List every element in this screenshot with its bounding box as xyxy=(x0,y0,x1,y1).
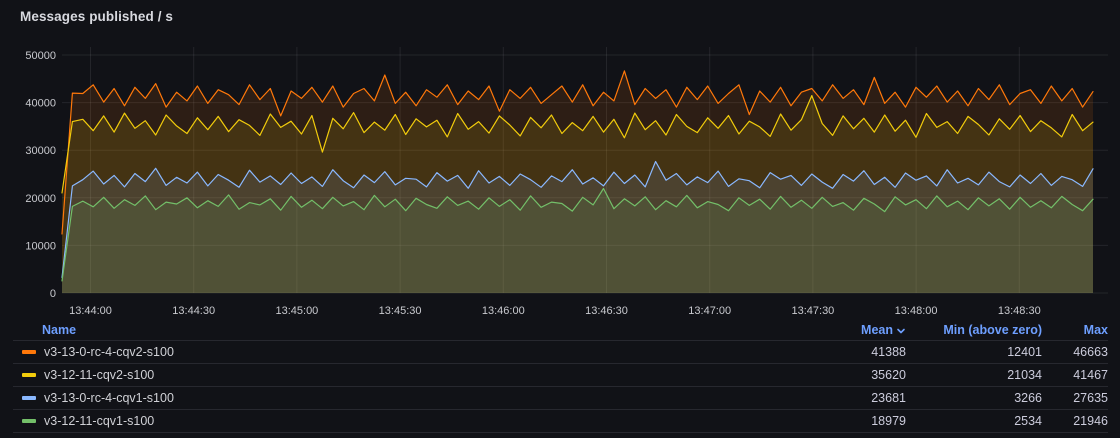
x-axis-tick-label: 13:48:00 xyxy=(895,305,938,317)
series-min: 3266 xyxy=(1014,391,1042,405)
y-axis-tick-label: 50000 xyxy=(25,50,56,62)
x-axis-tick-label: 13:45:00 xyxy=(275,305,318,317)
series-name[interactable]: v3-12-11-cqv1-s100 xyxy=(44,414,155,428)
series-color-swatch xyxy=(22,350,36,354)
series-color-swatch xyxy=(22,373,36,377)
column-header-min[interactable]: Min (above zero) xyxy=(943,322,1042,337)
x-axis-tick-label: 13:44:30 xyxy=(172,305,215,317)
x-axis-tick-label: 13:46:30 xyxy=(585,305,628,317)
series-min: 2534 xyxy=(1014,414,1042,428)
table-row: v3-12-11-cqv2-s100 35620 21034 41467 xyxy=(13,364,1108,387)
series-min: 21034 xyxy=(1007,368,1042,382)
series-mean: 41388 xyxy=(871,345,906,359)
series-color-swatch xyxy=(22,396,36,400)
y-axis-tick-label: 0 xyxy=(50,288,56,300)
table-row: v3-12-11-cqv1-s100 18979 2534 21946 xyxy=(13,410,1108,433)
column-header-name[interactable]: Name xyxy=(42,322,77,337)
series-name[interactable]: v3-13-0-rc-4-cqv1-s100 xyxy=(44,391,174,405)
series-mean: 35620 xyxy=(871,368,906,382)
series-color-swatch xyxy=(22,419,36,423)
column-header-max[interactable]: Max xyxy=(1083,322,1108,337)
x-axis-tick-label: 13:48:30 xyxy=(998,305,1041,317)
column-header-mean-label: Mean xyxy=(861,322,893,337)
y-axis-tick-label: 30000 xyxy=(25,145,56,157)
series-min: 12401 xyxy=(1007,345,1042,359)
series-line-v3-12-11-cqv2-s100 xyxy=(61,95,1094,194)
series-line-v3-13-0-rc-4-cqv2-s100 xyxy=(61,70,1094,235)
x-axis-tick-label: 13:47:00 xyxy=(688,305,731,317)
series-max: 46663 xyxy=(1073,345,1108,359)
y-axis-tick-label: 10000 xyxy=(25,240,56,252)
x-axis-tick-label: 13:45:30 xyxy=(379,305,422,317)
x-axis-tick-label: 13:46:00 xyxy=(482,305,525,317)
sort-desc-icon xyxy=(897,328,905,333)
chart-area: 0 10000 20000 30000 40000 50000 13:44:00 13:44:… xyxy=(0,0,1120,320)
table-row: v3-13-0-rc-4-cqv2-s100 41388 12401 46663 xyxy=(13,341,1108,364)
series-max: 21946 xyxy=(1073,414,1108,428)
series-max: 27635 xyxy=(1073,391,1108,405)
legend-header-row: Name Mean Min (above zero) Max xyxy=(13,319,1108,341)
x-axis-tick-label: 13:44:00 xyxy=(69,305,112,317)
series-name[interactable]: v3-13-0-rc-4-cqv2-s100 xyxy=(44,345,174,359)
panel-title: Messages published / s xyxy=(20,9,174,24)
series-mean: 23681 xyxy=(871,391,906,405)
series-line-v3-12-11-cqv1-s100 xyxy=(61,187,1094,282)
series-name[interactable]: v3-12-11-cqv2-s100 xyxy=(44,368,155,382)
series-line-v3-13-0-rc-4-cqv1-s100 xyxy=(61,160,1094,279)
series-max: 41467 xyxy=(1073,368,1108,382)
series-area-v3-13-0-rc-4-cqv1-s100 xyxy=(62,161,1093,293)
legend-table: Name Mean Min (above zero) Max v3-13-0-r… xyxy=(13,319,1108,433)
x-axis-tick-label: 13:47:30 xyxy=(791,305,834,317)
series-area-v3-12-11-cqv1-s100 xyxy=(62,188,1093,293)
series-mean: 18979 xyxy=(871,414,906,428)
column-header-mean[interactable]: Mean xyxy=(814,323,906,337)
table-row: v3-13-0-rc-4-cqv1-s100 23681 3266 27635 xyxy=(13,387,1108,410)
y-axis-tick-label: 40000 xyxy=(25,98,56,110)
timeseries-chart-svg[interactable]: 0 10000 20000 30000 40000 50000 13:44:00 13:44:… xyxy=(0,0,1120,320)
series-area-v3-13-0-rc-4-cqv2-s100 xyxy=(62,70,1093,294)
y-axis-tick-label: 20000 xyxy=(25,193,56,205)
